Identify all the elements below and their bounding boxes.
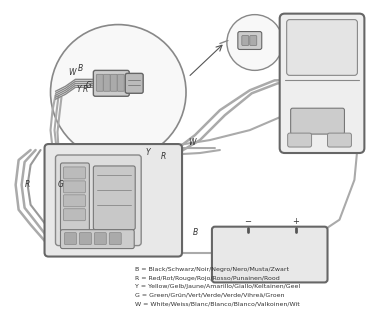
Text: Y = Yellow/Gelb/Jaune/Amarillo/Giallo/Keltainen/Geel: Y = Yellow/Gelb/Jaune/Amarillo/Giallo/Ke… xyxy=(135,284,300,290)
Text: Y: Y xyxy=(76,85,81,94)
Text: R: R xyxy=(83,85,88,94)
Text: W: W xyxy=(69,68,76,77)
Text: B: B xyxy=(192,228,198,237)
FancyBboxPatch shape xyxy=(61,230,134,249)
Text: R: R xyxy=(161,153,166,162)
Text: G: G xyxy=(85,81,91,90)
Text: R = Red/Rot/Rouge/Rojo/Rosso/Punainen/Rood: R = Red/Rot/Rouge/Rojo/Rosso/Punainen/Ro… xyxy=(135,276,280,281)
FancyBboxPatch shape xyxy=(117,74,124,91)
FancyBboxPatch shape xyxy=(44,144,182,257)
Circle shape xyxy=(227,15,283,70)
FancyBboxPatch shape xyxy=(94,232,106,245)
FancyBboxPatch shape xyxy=(238,32,262,50)
FancyBboxPatch shape xyxy=(125,73,143,93)
Circle shape xyxy=(51,24,186,160)
FancyBboxPatch shape xyxy=(61,163,90,232)
FancyBboxPatch shape xyxy=(63,209,85,221)
FancyBboxPatch shape xyxy=(56,155,141,246)
Text: G = Green/Grün/Vert/Verde/Verde/Vihreä/Groen: G = Green/Grün/Vert/Verde/Verde/Vihreä/G… xyxy=(135,293,285,298)
FancyBboxPatch shape xyxy=(64,232,76,245)
FancyBboxPatch shape xyxy=(291,108,344,134)
FancyBboxPatch shape xyxy=(288,133,312,147)
FancyBboxPatch shape xyxy=(103,74,110,91)
FancyBboxPatch shape xyxy=(63,167,85,179)
FancyBboxPatch shape xyxy=(280,14,364,153)
FancyBboxPatch shape xyxy=(93,166,135,230)
Text: R: R xyxy=(25,180,30,189)
FancyBboxPatch shape xyxy=(110,74,117,91)
FancyBboxPatch shape xyxy=(212,227,327,282)
Text: W: W xyxy=(188,138,196,147)
FancyBboxPatch shape xyxy=(242,36,249,46)
Text: Y: Y xyxy=(146,148,151,157)
FancyBboxPatch shape xyxy=(96,74,103,91)
FancyBboxPatch shape xyxy=(327,133,351,147)
Text: G: G xyxy=(58,180,63,189)
Text: B: B xyxy=(78,64,83,73)
FancyBboxPatch shape xyxy=(63,195,85,207)
FancyBboxPatch shape xyxy=(287,20,357,75)
FancyBboxPatch shape xyxy=(63,181,85,193)
FancyBboxPatch shape xyxy=(93,70,129,96)
Text: −: − xyxy=(244,217,251,226)
FancyBboxPatch shape xyxy=(250,36,257,46)
Text: B = Black/Schwarz/Noir/Negro/Nero/Musta/Zwart: B = Black/Schwarz/Noir/Negro/Nero/Musta/… xyxy=(135,268,289,272)
FancyBboxPatch shape xyxy=(80,232,91,245)
Text: +: + xyxy=(292,217,299,226)
FancyBboxPatch shape xyxy=(109,232,121,245)
Text: W = White/Weiss/Blanc/Blanco/Blanco/Valkoinen/Wit: W = White/Weiss/Blanc/Blanco/Blanco/Valk… xyxy=(135,301,300,306)
